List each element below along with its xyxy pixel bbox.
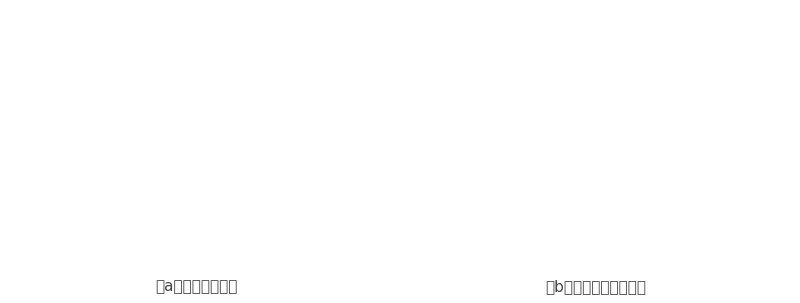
Text: （b）冷却系统设计方案: （b）冷却系统设计方案 bbox=[546, 279, 646, 294]
Text: （a）浇排设计方案: （a）浇排设计方案 bbox=[155, 279, 237, 294]
